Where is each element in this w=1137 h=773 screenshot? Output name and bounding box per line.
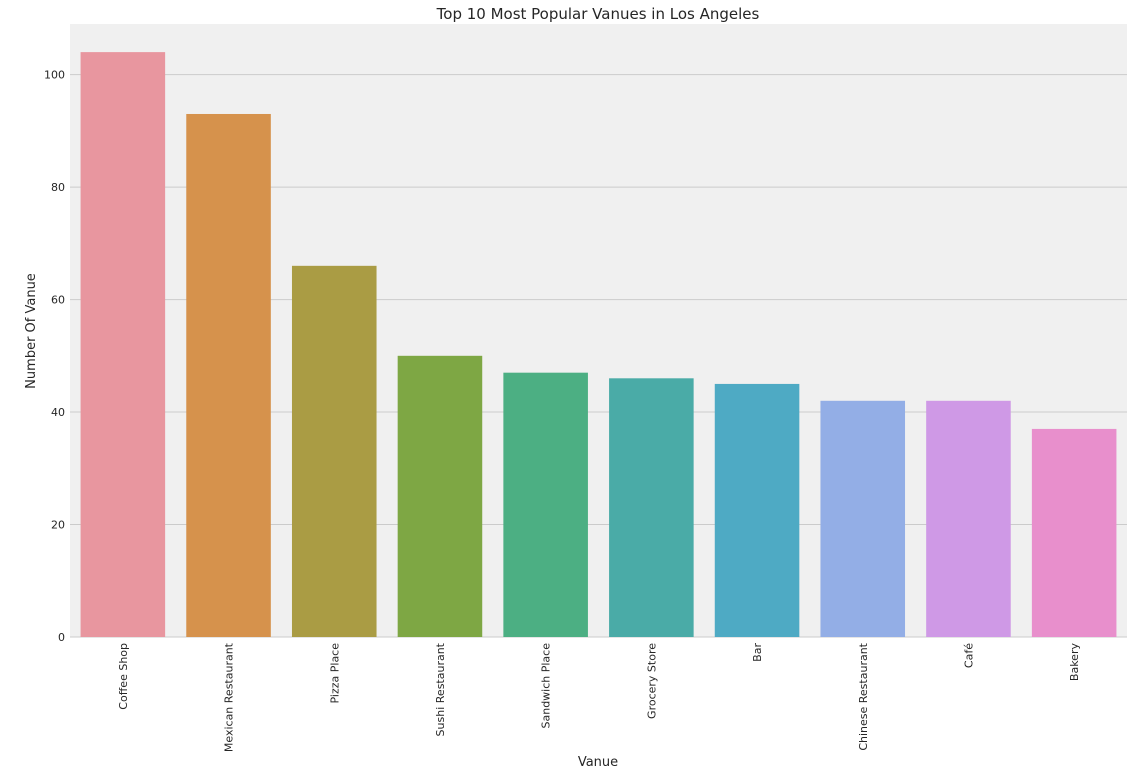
x-tick-label: Pizza Place xyxy=(328,643,341,704)
y-tick-label: 40 xyxy=(51,406,65,419)
y-tick-label: 60 xyxy=(51,294,65,307)
x-tick-label: Bakery xyxy=(1068,643,1081,682)
chart-title: Top 10 Most Popular Vanues in Los Angele… xyxy=(436,5,760,23)
y-tick-label: 100 xyxy=(44,69,65,82)
bars xyxy=(80,52,1117,638)
x-tick-label: Grocery Store xyxy=(645,643,658,719)
x-tick-label: Coffee Shop xyxy=(117,643,130,710)
bar-pizza-place xyxy=(291,265,377,637)
x-tick-label: Bar xyxy=(751,643,764,662)
bar-coffee-shop xyxy=(80,52,166,638)
x-tick-label: Sushi Restaurant xyxy=(434,642,447,736)
y-tick-label: 0 xyxy=(58,631,65,644)
y-axis-title: Number Of Vanue xyxy=(24,273,39,389)
x-axis-title: Vanue xyxy=(578,755,618,770)
bar-sushi-restaurant xyxy=(397,355,483,637)
x-tick-label: Chinese Restaurant xyxy=(857,642,870,750)
bar-caf- xyxy=(926,400,1011,637)
bar-bar xyxy=(714,383,800,637)
x-tick-label: Mexican Restaurant xyxy=(223,642,236,752)
y-tick-label: 80 xyxy=(51,181,65,194)
x-tick-label: Café xyxy=(962,643,975,668)
y-tick-label: 20 xyxy=(51,519,65,532)
bar-grocery-store xyxy=(609,378,694,637)
bar-chinese-restaurant xyxy=(820,400,906,637)
bar-bakery xyxy=(1031,428,1117,637)
x-tick-label: Sandwich Place xyxy=(540,643,553,729)
x-axis-ticks: Coffee Shop Mexican Restaurant Pizza Place… xyxy=(117,642,1081,752)
bar-mexican-restaurant xyxy=(186,113,271,638)
y-axis-ticks: 0 20 40 60 80 100 xyxy=(44,69,65,644)
bar-sandwich-place xyxy=(503,372,588,637)
